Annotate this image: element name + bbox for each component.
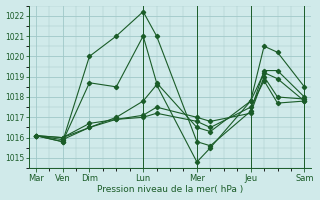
X-axis label: Pression niveau de la mer( hPa ): Pression niveau de la mer( hPa ) bbox=[97, 185, 243, 194]
